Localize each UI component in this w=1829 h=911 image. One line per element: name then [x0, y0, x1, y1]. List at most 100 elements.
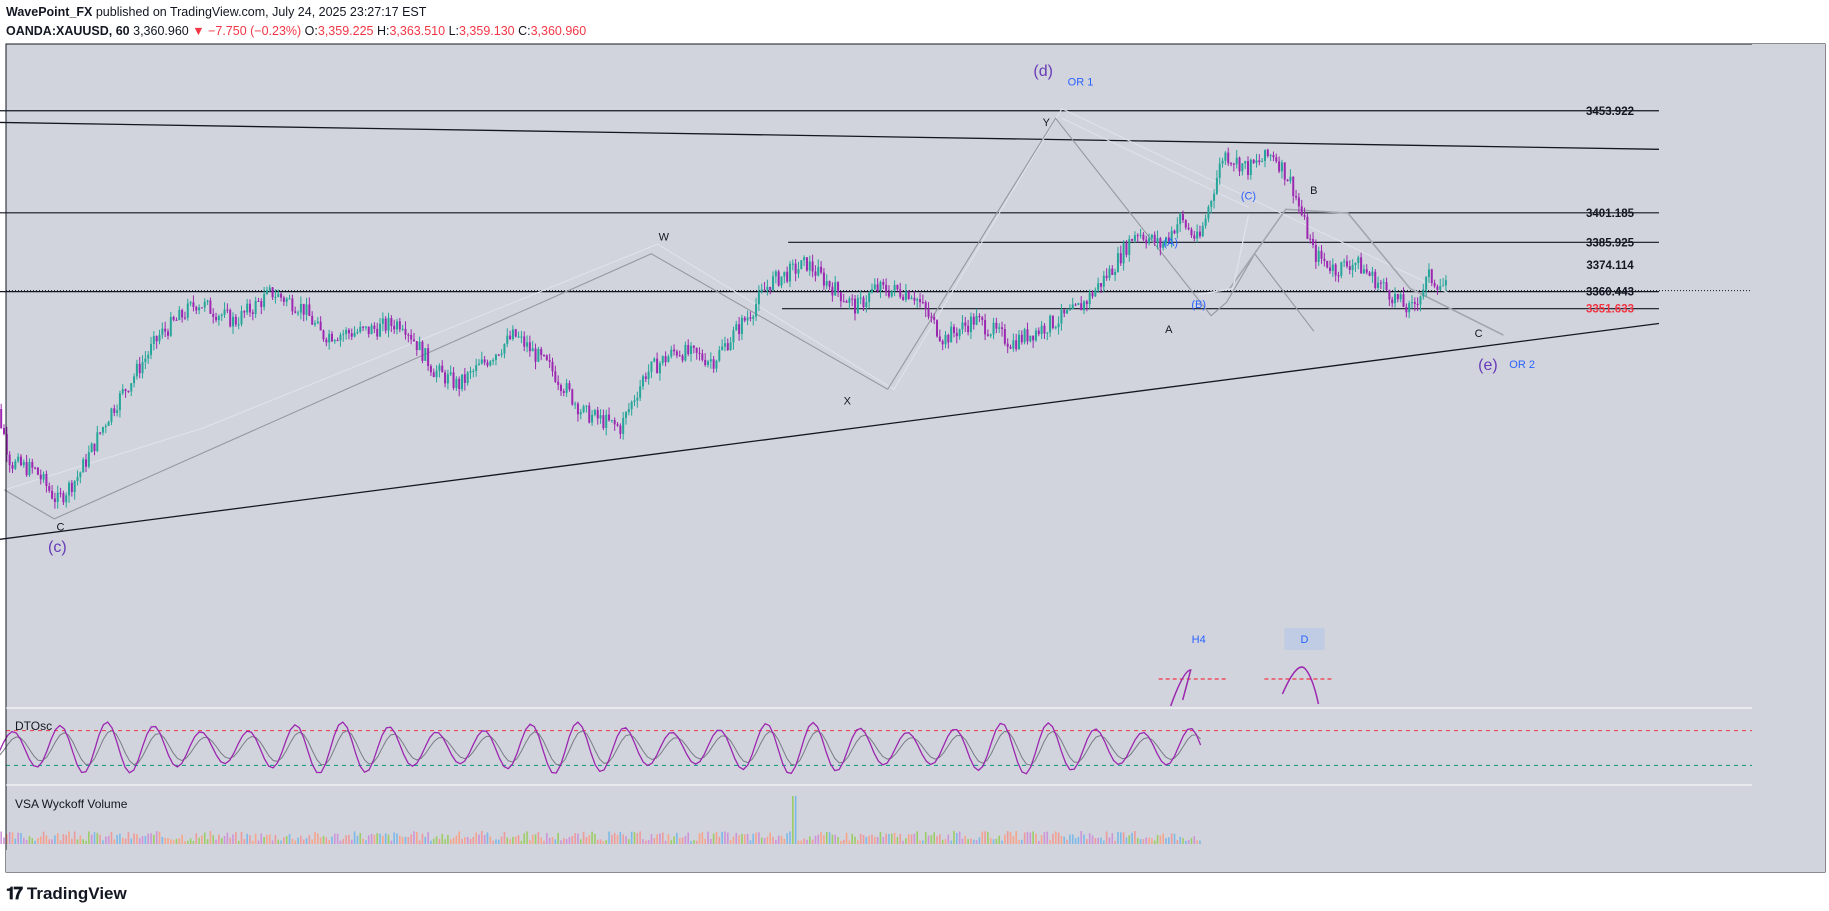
candle	[93, 443, 96, 456]
candle-body	[760, 289, 763, 292]
candle	[808, 255, 811, 276]
volume-bar	[356, 835, 359, 844]
volume-bar	[1117, 831, 1119, 844]
volume-bar	[266, 834, 268, 844]
candle	[70, 479, 73, 497]
volume-bar	[353, 831, 356, 844]
candle	[192, 295, 195, 312]
candle	[1091, 290, 1094, 299]
candle	[492, 357, 495, 366]
candle	[930, 312, 933, 323]
candle-body	[718, 350, 721, 361]
candle-body	[675, 351, 678, 356]
candle-body	[582, 406, 585, 413]
candle-body	[1119, 253, 1122, 264]
volume-bar	[828, 832, 831, 844]
volume-bar	[1009, 831, 1012, 844]
candle	[263, 286, 266, 311]
volume-bar	[1187, 840, 1190, 844]
candle-body	[608, 414, 611, 421]
candle-body	[639, 386, 642, 398]
candle	[1006, 338, 1009, 354]
open-label: O:	[304, 24, 318, 38]
volume-bar	[611, 834, 613, 844]
volume-bar	[461, 838, 463, 844]
candle	[1037, 327, 1040, 337]
candle-body	[217, 316, 220, 321]
candle-body	[1286, 179, 1289, 182]
volume-bar	[1069, 834, 1071, 844]
volume-bar	[585, 837, 588, 844]
footer-brand[interactable]: 𝟏𝟕 TradingView	[6, 884, 127, 904]
volume-bar	[625, 836, 627, 844]
candle	[101, 426, 104, 436]
candle-body	[1116, 253, 1119, 273]
candle	[14, 459, 17, 471]
candle-body	[350, 333, 353, 337]
volume-bar	[424, 836, 427, 844]
volume-bar	[136, 834, 138, 844]
volume-bar	[158, 831, 161, 844]
candle	[1105, 268, 1108, 281]
volume-bar	[235, 831, 237, 844]
volume-bar	[285, 836, 288, 844]
candle-body	[972, 316, 975, 325]
volume-bar	[1176, 840, 1179, 844]
candle-body	[104, 425, 107, 428]
candle	[896, 284, 899, 292]
candle-body	[692, 345, 695, 348]
candle-body	[636, 397, 639, 401]
volume-bar	[1193, 836, 1196, 844]
volume-bar	[874, 836, 876, 844]
candle-body	[62, 493, 65, 503]
volume-bar	[924, 831, 927, 844]
candle-body	[825, 281, 828, 286]
candle-body	[701, 353, 704, 360]
candle-body	[387, 318, 390, 331]
volume-bar	[229, 837, 231, 844]
candle	[107, 420, 110, 426]
candle-body	[36, 467, 39, 475]
candle-body	[791, 263, 794, 265]
candle-body	[704, 359, 707, 365]
candle	[1040, 321, 1043, 340]
volume-bar	[808, 836, 811, 844]
volume-bar	[546, 832, 548, 844]
author-name[interactable]: WavePoint_FX	[6, 5, 93, 19]
candle	[104, 423, 107, 434]
candle	[469, 366, 472, 379]
symbol-label[interactable]: OANDA:XAUUSD, 60	[6, 24, 130, 38]
volume-bar	[902, 840, 904, 844]
volume-bar	[857, 840, 859, 844]
candle-body	[1326, 260, 1329, 268]
volume-bar	[39, 836, 42, 844]
candle	[1017, 330, 1020, 351]
candle	[84, 453, 87, 473]
volume-bar	[478, 834, 480, 844]
volume-bar	[218, 834, 220, 844]
candle-body	[1410, 302, 1413, 304]
brand-name: TradingView	[26, 884, 127, 903]
volume-bar	[34, 840, 36, 844]
candle	[1184, 219, 1187, 230]
level-label: 3374.114	[1586, 260, 1634, 272]
volume-bar	[913, 833, 916, 844]
candle-body	[1213, 193, 1216, 202]
candle	[299, 296, 302, 320]
candle	[882, 278, 885, 290]
candle	[325, 337, 328, 347]
volume-bar	[698, 833, 701, 844]
candle-body	[1097, 283, 1100, 290]
candle-body	[215, 316, 218, 321]
volume-bar	[707, 831, 709, 844]
candle-body	[376, 328, 379, 337]
candle	[342, 329, 345, 342]
candle-body	[116, 410, 119, 413]
candle	[921, 294, 924, 305]
candle	[302, 303, 305, 322]
candle-body	[964, 322, 967, 326]
candle-body	[1269, 155, 1272, 157]
volume-bar	[155, 831, 158, 844]
candle-body	[1196, 231, 1199, 239]
